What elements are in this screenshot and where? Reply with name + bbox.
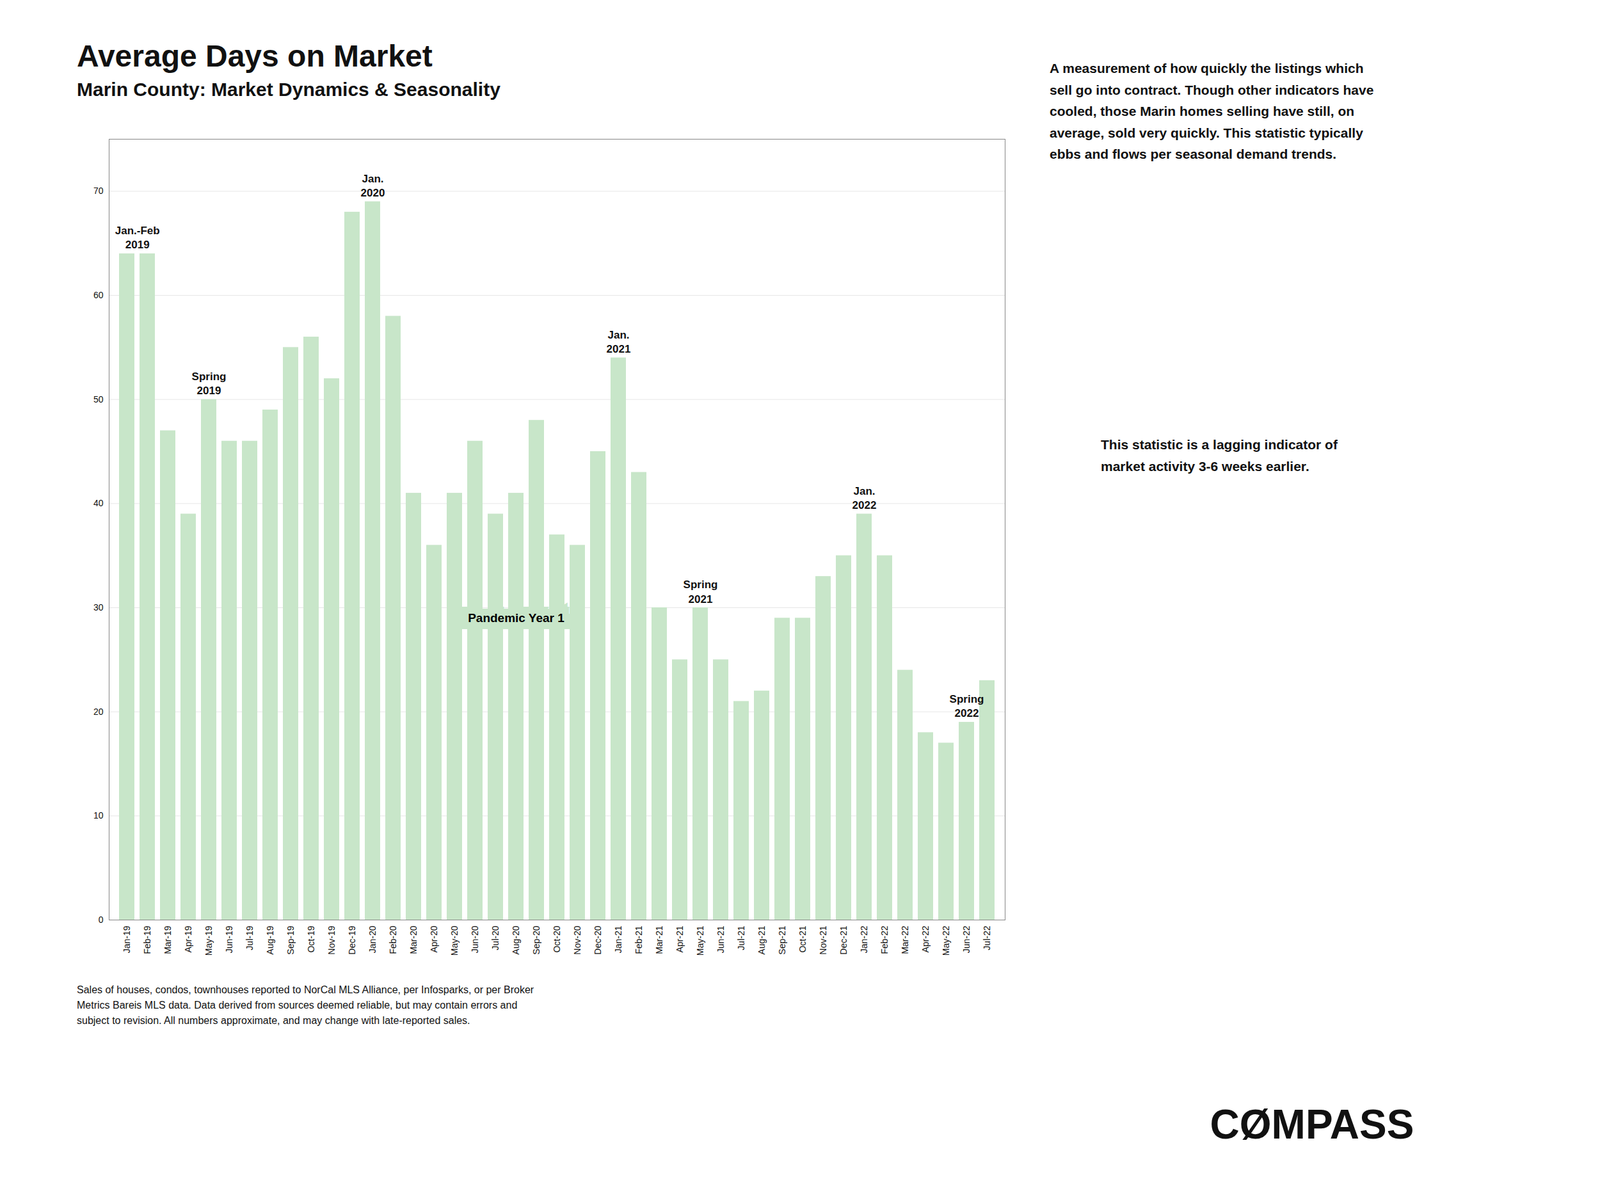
svg-text:Jul-20: Jul-20 [490,925,501,950]
svg-text:Mar-22: Mar-22 [899,925,911,955]
html-text:This statistic is a lagging in: This statistic is a lagging indicator of… [1100,437,1338,474]
svg-text:30: 30 [93,602,104,613]
svg-text:Dec-21: Dec-21 [838,925,849,955]
svg-text:Feb-21: Feb-21 [633,925,644,955]
svg-text:Nov-20: Nov-20 [572,925,583,955]
svg-text:Aug-20: Aug-20 [510,925,521,955]
svg-text:Mar-21: Mar-21 [654,925,665,955]
svg-text:May-19: May-19 [203,925,214,956]
svg-text:Oct-21: Oct-21 [797,925,808,953]
svg-text:40: 40 [93,497,104,509]
svg-text:Jan-21: Jan-21 [613,925,624,953]
svg-text:Jan-19: Jan-19 [121,925,132,953]
svg-text:Aug-21: Aug-21 [756,925,767,955]
svg-text:Jun-21: Jun-21 [715,925,726,953]
html-text:A measurement of how quickly t: A measurement of how quickly the listing… [1049,60,1374,162]
svg-text:0: 0 [98,914,104,925]
svg-text:10: 10 [93,810,104,821]
svg-text:Spring2021: Spring2021 [683,578,719,605]
svg-text:May-20: May-20 [449,925,460,956]
html-text:Marin County: Market Dynamics: Marin County: Market Dynamics & Seasonal… [76,78,501,100]
svg-text:Dec-20: Dec-20 [592,925,603,955]
svg-text:Apr-20: Apr-20 [428,925,440,953]
svg-text:60: 60 [93,289,104,301]
svg-text:Apr-21: Apr-21 [674,925,685,953]
svg-text:Feb-20: Feb-20 [387,925,399,955]
svg-text:Oct-20: Oct-20 [551,925,562,953]
svg-text:Nov-21: Nov-21 [817,925,829,955]
svg-text:Jan-22: Jan-22 [858,925,870,953]
svg-text:50: 50 [93,394,104,405]
svg-text:Jan.2021: Jan.2021 [606,328,632,356]
svg-text:May-22: May-22 [940,925,952,956]
svg-text:Spring2022: Spring2022 [949,693,985,720]
svg-text:Apr-19: Apr-19 [183,925,194,953]
svg-text:Apr-22: Apr-22 [920,925,931,953]
svg-text:20: 20 [93,706,104,717]
svg-text:Jan.2020: Jan.2020 [360,172,386,200]
svg-text:Feb-19: Feb-19 [142,925,153,955]
svg-text:Jun-19: Jun-19 [224,925,235,953]
svg-text:Feb-22: Feb-22 [879,925,890,955]
svg-text:Dec-19: Dec-19 [346,925,358,955]
svg-text:Aug-19: Aug-19 [264,925,276,955]
svg-text:Jan.2022: Jan.2022 [852,485,877,512]
svg-text:Sep-20: Sep-20 [531,925,542,955]
svg-text:Jun-22: Jun-22 [961,925,972,953]
svg-text:Jan.-Feb2019: Jan.-Feb2019 [115,224,160,251]
html-text:Sales of houses, condos, townh: Sales of houses, condos, townhouses repo… [76,984,534,1026]
svg-text:May-21: May-21 [695,925,706,956]
svg-text:Jul-21: Jul-21 [736,925,747,950]
svg-text:70: 70 [93,185,104,196]
svg-text:Mar-20: Mar-20 [408,925,419,955]
svg-text:Oct-19: Oct-19 [305,925,317,953]
svg-text:Pandemic Year 1: Pandemic Year 1 [467,611,565,625]
svg-text:Sep-19: Sep-19 [285,925,296,955]
svg-text:Sep-21: Sep-21 [776,925,788,955]
svg-text:Mar-19: Mar-19 [162,925,173,955]
svg-text:Jun-20: Jun-20 [469,925,480,953]
svg-text:Spring2019: Spring2019 [192,370,227,397]
html-text:Average Days on Market: Average Days on Market [76,39,433,73]
svg-text:Jul-22: Jul-22 [981,925,992,950]
svg-text:Jan-20: Jan-20 [367,925,378,953]
html-text:CØMPASS: CØMPASS [1209,1101,1415,1148]
svg-text:Jul-19: Jul-19 [244,925,255,950]
svg-text:Nov-19: Nov-19 [326,925,337,955]
